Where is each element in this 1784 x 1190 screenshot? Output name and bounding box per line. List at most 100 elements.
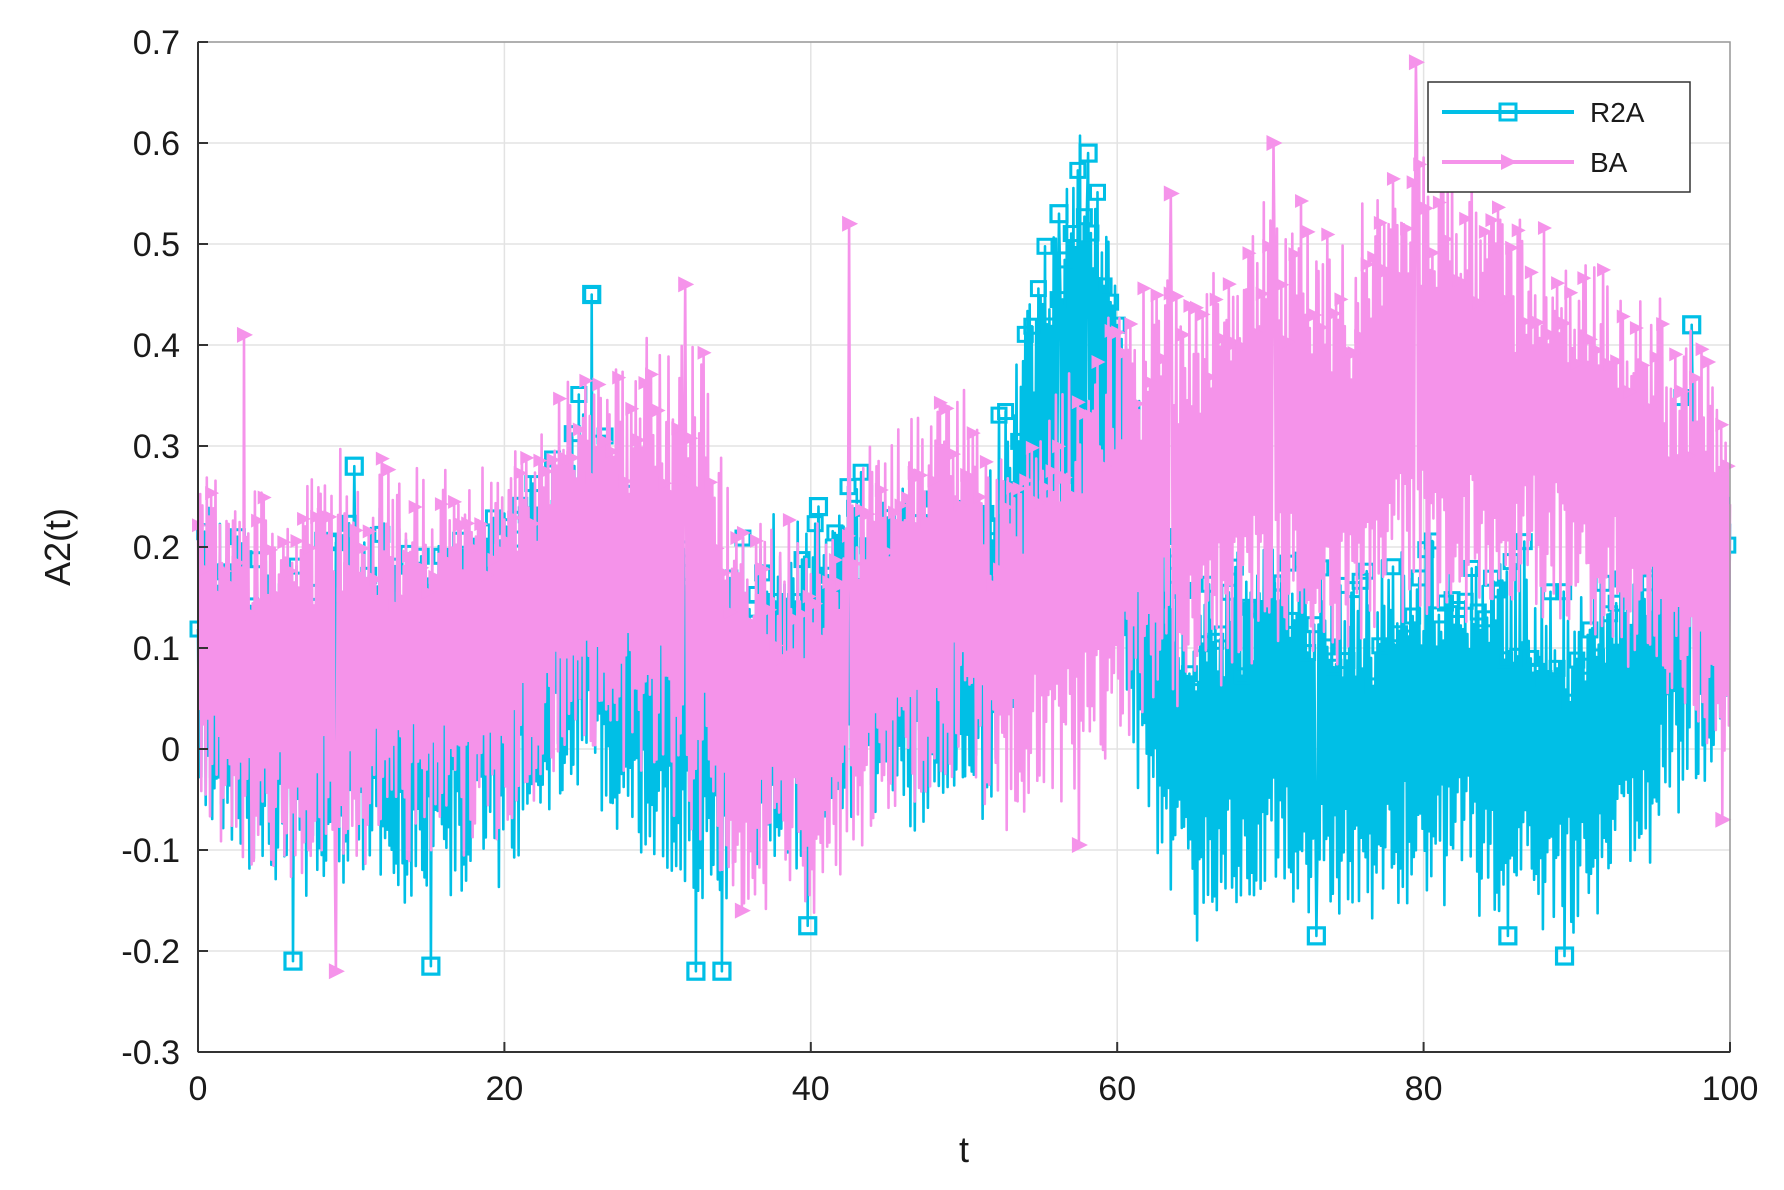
data-point-ba	[802, 589, 817, 604]
legend-label-r2a: R2A	[1590, 97, 1645, 128]
y-tick-label: 0	[161, 731, 180, 769]
data-point-ba	[999, 500, 1014, 515]
data-point-ba	[297, 511, 312, 526]
data-point-ba	[205, 486, 220, 501]
data-point-ba	[599, 434, 614, 449]
data-point-r2a	[582, 284, 602, 305]
data-point-ba	[822, 575, 837, 590]
data-point-r2a	[1049, 204, 1069, 224]
data-point-ba	[1334, 292, 1349, 307]
data-point-ba	[343, 562, 358, 577]
data-point-ba	[402, 549, 417, 564]
data-point-ba	[1367, 250, 1382, 265]
legend-marker-r2a	[1498, 102, 1518, 122]
data-point-ba	[1124, 317, 1139, 332]
data-point-ba	[1347, 345, 1362, 360]
data-point-ba	[1019, 473, 1034, 488]
data-point-ba	[710, 541, 725, 556]
x-tick-label: 60	[1098, 1070, 1136, 1108]
data-point-ba	[1413, 157, 1428, 172]
data-point-ba	[717, 565, 732, 580]
data-point-r2a	[1102, 293, 1120, 311]
y-tick-label: 0.2	[133, 529, 180, 567]
data-point-ba	[211, 587, 226, 602]
data-point-r2a	[340, 514, 358, 532]
data-point-ba	[1662, 453, 1677, 468]
data-point-ba	[678, 276, 695, 293]
data-point-r2a	[1029, 280, 1047, 298]
data-point-r2a	[1078, 143, 1098, 163]
data-point-ba	[874, 483, 889, 498]
data-point-ba	[769, 638, 784, 653]
data-point-r2a	[1062, 225, 1080, 243]
data-point-r2a	[793, 551, 811, 569]
data-point-ba	[1623, 384, 1638, 399]
data-point-ba	[244, 606, 259, 621]
data-point-ba	[1235, 339, 1250, 354]
data-point-ba	[1485, 213, 1500, 228]
data-point-r2a	[686, 961, 706, 981]
axes: 0 20 40 60 80 100 -0.3 -0.2 -0.1 0 0.1 0.2 0.3 0.4 0.5…	[121, 24, 1758, 1108]
data-point-ba	[1472, 295, 1487, 310]
data-point-ba	[323, 509, 338, 524]
data-point-ba	[1157, 351, 1172, 366]
data-point-ba	[1288, 247, 1303, 262]
y-axis-label: A2(t)	[37, 508, 78, 586]
data-point-ba	[1551, 276, 1566, 291]
data-point-ba	[1380, 263, 1395, 278]
legend-box	[1427, 81, 1691, 193]
data-point-ba	[1656, 316, 1671, 331]
data-point-ba	[553, 391, 568, 406]
data-point-ba	[461, 516, 476, 531]
data-point-ba	[645, 367, 660, 382]
data-point-ba	[500, 533, 515, 548]
data-point-ba	[1557, 316, 1572, 331]
data-point-ba	[1354, 329, 1369, 344]
data-point-ba	[382, 462, 397, 477]
data-point-ba	[369, 572, 384, 587]
y-tick-label: -0.2	[121, 933, 180, 971]
data-point-r2a	[1404, 607, 1422, 625]
data-point-ba	[1249, 325, 1264, 340]
data-point-ba	[303, 540, 318, 555]
data-point-ba	[848, 556, 863, 571]
data-point-ba	[1688, 370, 1703, 385]
data-point-r2a	[1338, 652, 1356, 670]
legend-label-ba: BA	[1590, 147, 1628, 178]
data-point-ba	[1130, 396, 1145, 411]
data-point-ba	[1209, 292, 1224, 307]
data-point-ba	[986, 577, 1001, 592]
data-point-ba	[1524, 265, 1539, 280]
y-tick-label: -0.1	[121, 832, 180, 870]
data-point-ba	[572, 422, 587, 437]
data-point-r2a	[1554, 946, 1575, 966]
data-point-ba	[224, 578, 239, 593]
data-point-ba	[1715, 811, 1732, 828]
data-point-ba	[592, 377, 607, 392]
legend-marker-ba	[1501, 154, 1517, 170]
data-point-ba	[1052, 439, 1067, 454]
data-point-ba	[835, 577, 850, 592]
data-point-ba	[1071, 395, 1086, 410]
data-point-ba	[434, 497, 449, 512]
data-point-ba	[1117, 345, 1132, 360]
data-point-ba	[1262, 239, 1277, 254]
data-point-r2a	[1075, 208, 1093, 226]
data-point-ba	[349, 523, 364, 538]
y-tick-label: 0.3	[133, 428, 180, 466]
data-point-r2a	[1049, 291, 1067, 309]
data-point-r2a	[1299, 644, 1317, 662]
data-point-ba	[677, 472, 692, 487]
data-point-ba	[198, 562, 213, 577]
data-point-ba	[513, 466, 528, 481]
data-point-r2a	[852, 463, 870, 481]
data-point-r2a	[1476, 610, 1494, 628]
data-point-ba	[362, 524, 377, 539]
data-point-ba	[1682, 448, 1697, 463]
data-point-ba	[494, 543, 509, 558]
data-point-r2a	[1010, 432, 1028, 450]
data-point-ba	[1111, 325, 1126, 340]
data-point-ba	[1393, 269, 1408, 284]
data-point-ba	[579, 373, 594, 388]
data-point-r2a	[1607, 594, 1625, 612]
